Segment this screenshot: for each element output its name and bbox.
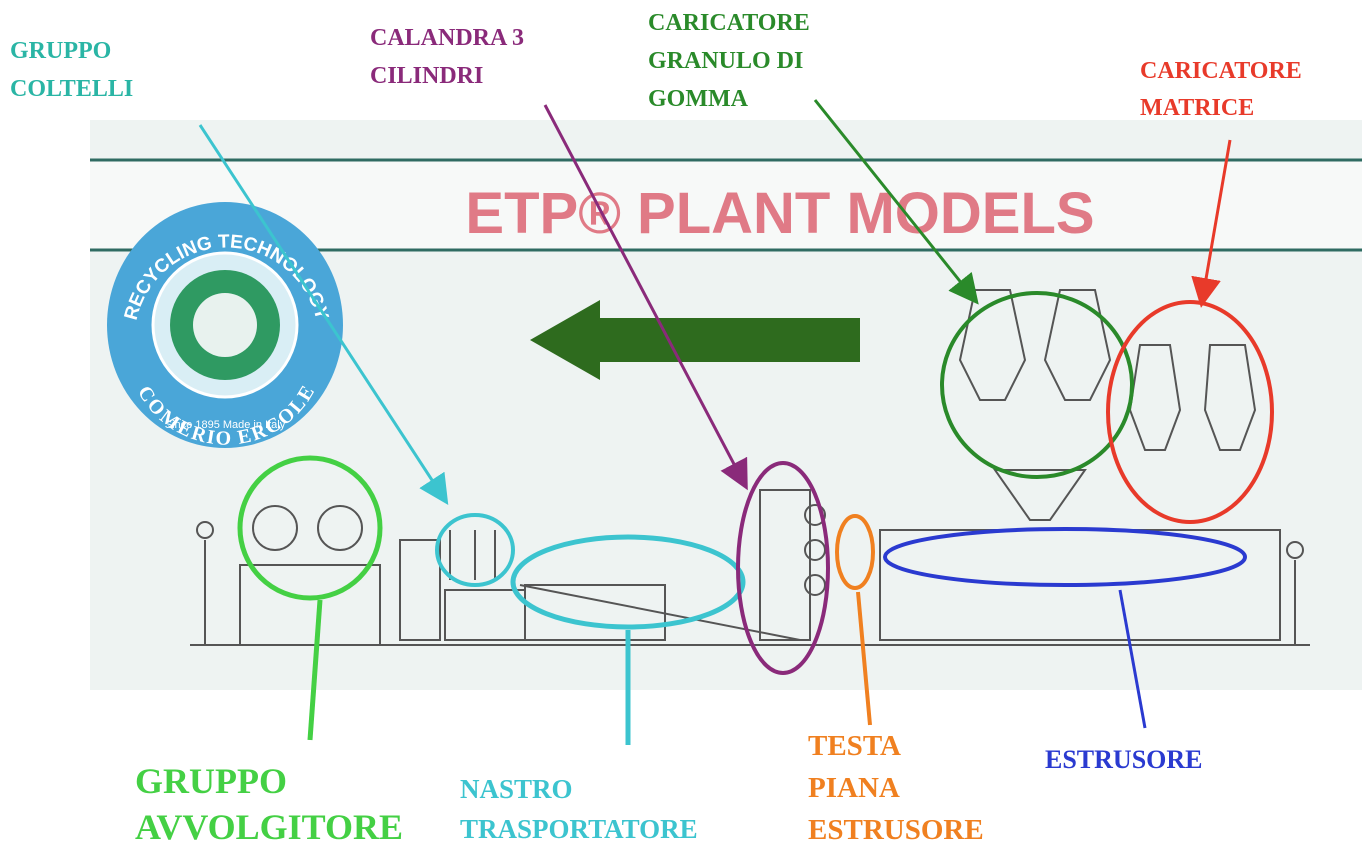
callout-label: COLTELLI [10,76,133,102]
diagram: ETP® PLANT MODELS RECYCLING TECHNOLOGY C… [0,0,1362,847]
logo-since: Since 1895 Made in Italy [165,419,286,431]
callout-label: GRUPPO [135,761,287,801]
callout-label: TRASPORTATORE [460,814,698,844]
callout-label: CALANDRA 3 [370,25,524,51]
callout-label: MATRICE [1140,95,1254,121]
callout-label: CILINDRI [370,63,483,89]
callout-label: NASTRO [460,774,573,804]
logo: RECYCLING TECHNOLOGY COMERIO ERCOLE Sinc… [107,202,343,450]
page: ETP® PLANT MODELS RECYCLING TECHNOLOGY C… [0,0,1362,847]
callout-label: GRANULO DI [648,48,803,74]
callout-label: PIANA [808,772,900,804]
callout-label: CARICATORE [1140,58,1302,84]
callout-label: ESTRUSORE [808,814,984,846]
callout-label: TESTA [808,730,901,762]
callout-label: ESTRUSORE [1045,745,1203,774]
callout-label: AVVOLGITORE [135,807,403,847]
callout-label: GRUPPO [10,38,111,64]
callout-label: CARICATORE [648,10,810,36]
callout-label: GOMMA [648,86,749,112]
banner-title: ETP® PLANT MODELS [465,181,1094,246]
